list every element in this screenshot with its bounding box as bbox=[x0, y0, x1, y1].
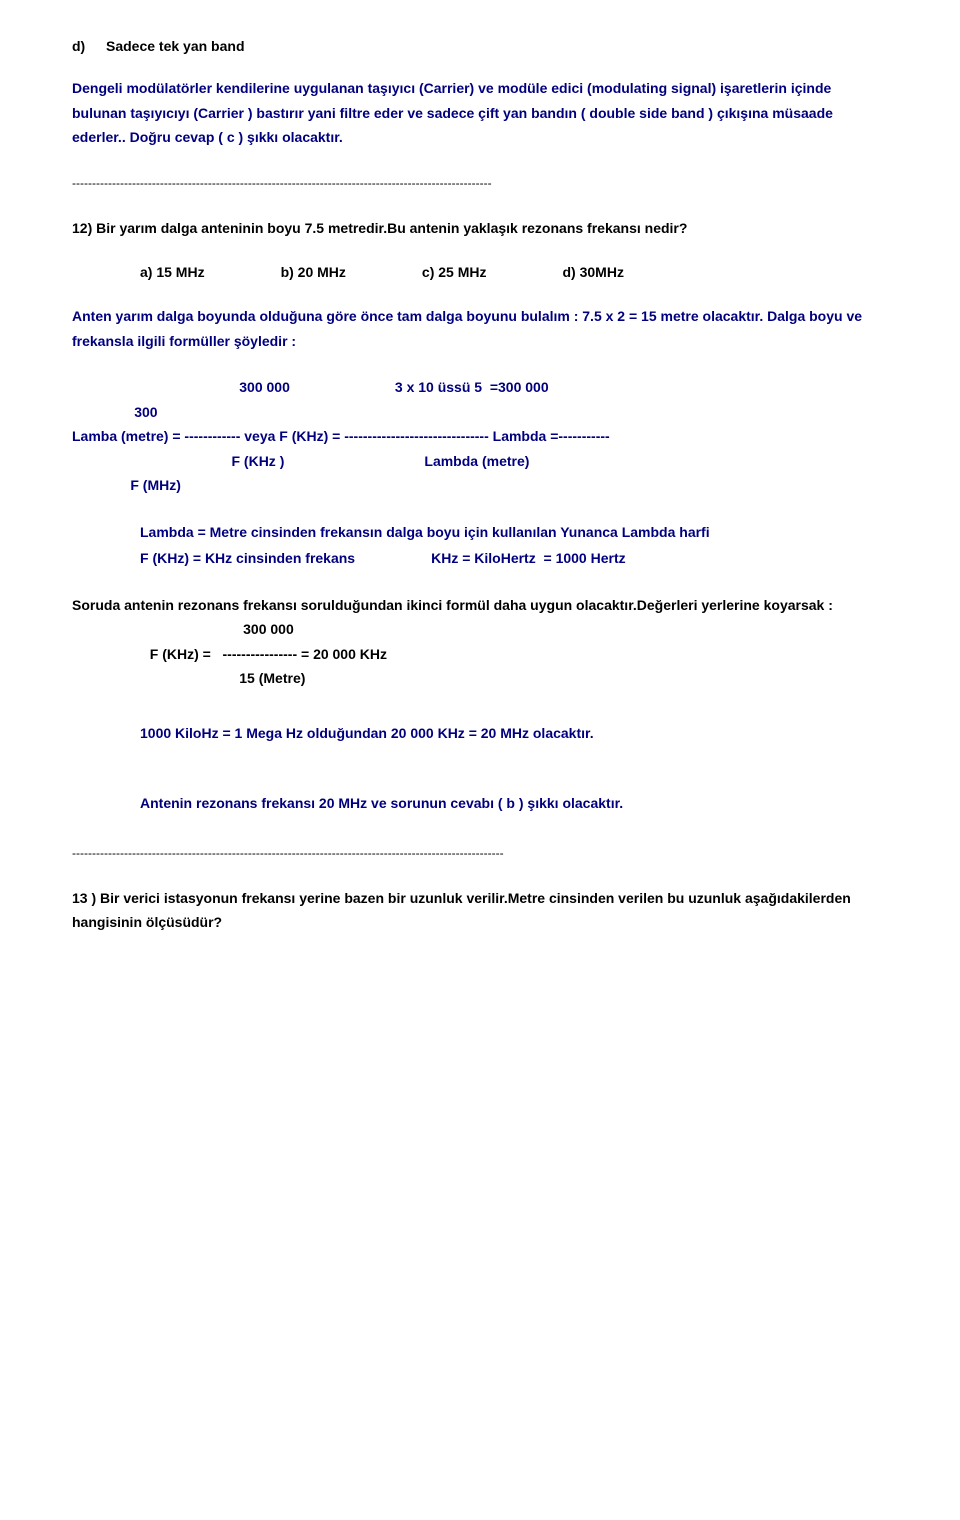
formula-r2: 300 bbox=[72, 400, 158, 425]
document-body: d) Sadece tek yan band Dengeli modülatör… bbox=[72, 38, 888, 935]
option-d-line: d) Sadece tek yan band bbox=[72, 38, 888, 54]
option-d-marker: d) bbox=[72, 38, 106, 54]
separator-1: ----------------------------------------… bbox=[72, 176, 888, 190]
lambda-definition: Lambda = Metre cinsinden frekansın dalga… bbox=[72, 520, 888, 545]
khz-to-mhz: 1000 KiloHz = 1 Mega Hz olduğundan 20 00… bbox=[72, 721, 888, 746]
question-12-text: 12) Bir yarım dalga anteninin boyu 7.5 m… bbox=[72, 216, 888, 241]
calculation-intro: Soruda antenin rezonans frekansı soruldu… bbox=[72, 593, 888, 618]
formula-r4c1: F (KHz ) bbox=[72, 449, 284, 474]
formula-row-5: F (MHz) bbox=[72, 473, 888, 498]
calc-r3: 15 (Metre) bbox=[72, 666, 305, 691]
formula-r3: Lamba (metre) = ------------ veya F (KHz… bbox=[72, 424, 610, 449]
q12-option-d: d) 30MHz bbox=[563, 264, 624, 280]
formula-r4c2: Lambda (metre) bbox=[284, 449, 529, 474]
calc-r2: F (KHz) = ---------------- = 20 000 KHz bbox=[72, 642, 387, 667]
calc-r1: 300 000 bbox=[72, 617, 294, 642]
formula-row-3: Lamba (metre) = ------------ veya F (KHz… bbox=[72, 424, 888, 449]
calc-row-1: 300 000 bbox=[72, 617, 888, 642]
calc-row-2: F (KHz) = ---------------- = 20 000 KHz bbox=[72, 642, 888, 667]
separator-2: ----------------------------------------… bbox=[72, 846, 888, 860]
explanation-q11: Dengeli modülatörler kendilerine uygulan… bbox=[72, 76, 888, 150]
q12-option-b: b) 20 MHz bbox=[281, 264, 346, 280]
formula-row-2: 300 bbox=[72, 400, 888, 425]
question-13-text: 13 ) Bir verici istasyonun frekansı yeri… bbox=[72, 886, 888, 935]
lambda-def-text: Lambda = Metre cinsinden frekansın dalga… bbox=[72, 524, 710, 540]
question-12-options: a) 15 MHz b) 20 MHz c) 25 MHz d) 30MHz bbox=[72, 264, 888, 280]
q12-option-a: a) 15 MHz bbox=[140, 264, 205, 280]
q12-option-c: c) 25 MHz bbox=[422, 264, 487, 280]
calc-row-3: 15 (Metre) bbox=[72, 666, 888, 691]
formula-row-1: 300 000 3 x 10 üssü 5 =300 000 bbox=[72, 375, 888, 400]
fkhz-definition-row: F (KHz) = KHz cinsinden frekans KHz = Ki… bbox=[72, 546, 888, 571]
fkhz-def-right: KHz = KiloHertz = 1000 Hertz bbox=[355, 546, 626, 571]
answer-12-intro: Anten yarım dalga boyunda olduğuna göre … bbox=[72, 304, 888, 353]
formula-block: 300 000 3 x 10 üssü 5 =300 000 300 Lamba… bbox=[72, 375, 888, 498]
fkhz-def-left: F (KHz) = KHz cinsinden frekans bbox=[72, 546, 355, 571]
final-answer-12: Antenin rezonans frekansı 20 MHz ve soru… bbox=[72, 791, 888, 816]
formula-row-4: F (KHz ) Lambda (metre) bbox=[72, 449, 888, 474]
formula-r1c1: 300 000 bbox=[72, 375, 290, 400]
option-d-text: Sadece tek yan band bbox=[106, 38, 245, 54]
formula-r5: F (MHz) bbox=[72, 473, 181, 498]
formula-r1c2: 3 x 10 üssü 5 =300 000 bbox=[290, 375, 549, 400]
